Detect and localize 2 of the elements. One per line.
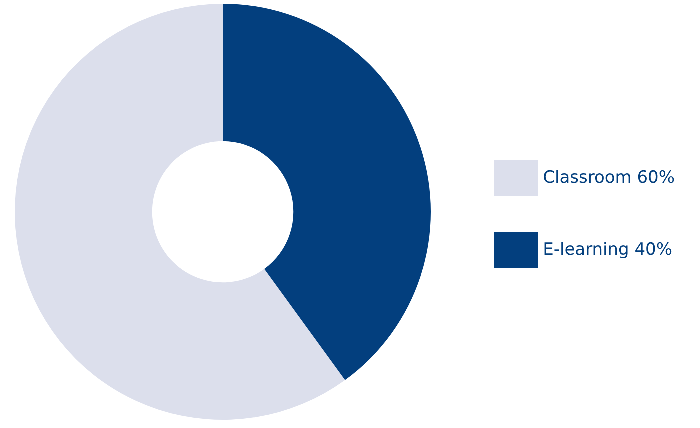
- legend-label: Classroom 60%: [543, 168, 676, 188]
- legend-label: E-learning 40%: [543, 240, 673, 260]
